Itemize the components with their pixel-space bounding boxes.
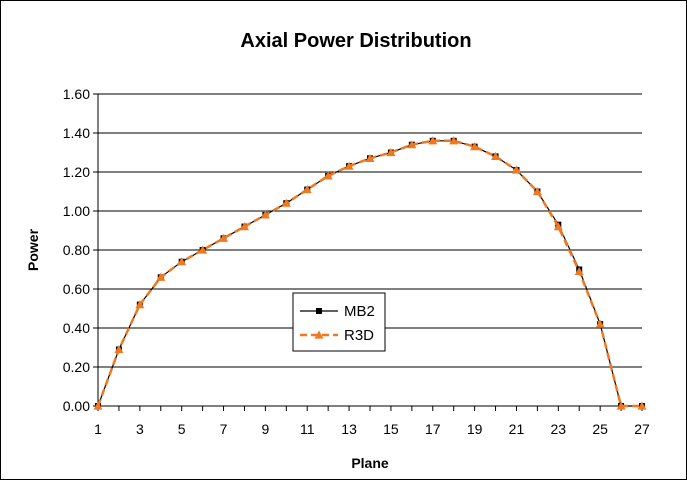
point-r3d	[302, 185, 312, 194]
point-r3d	[156, 272, 166, 281]
legend-marker-r3d	[314, 330, 324, 339]
point-r3d	[344, 161, 354, 170]
y-tick-label: 0.80	[63, 242, 90, 258]
point-r3d	[595, 319, 605, 328]
y-tick-label: 0.60	[63, 281, 90, 297]
point-r3d	[281, 198, 291, 207]
point-r3d	[386, 148, 396, 157]
point-r3d	[239, 222, 249, 231]
x-axis-label: Plane	[351, 455, 389, 471]
y-tick-label: 0.40	[63, 320, 90, 336]
x-tick-label: 27	[634, 421, 650, 437]
y-tick-label: 0.00	[63, 398, 90, 414]
y-tick-label: 0.20	[63, 359, 90, 375]
x-tick-label: 23	[551, 421, 567, 437]
x-tick-label: 17	[425, 421, 441, 437]
plot-series	[93, 136, 647, 410]
y-tick-label: 1.20	[63, 164, 90, 180]
y-axis-label: Power	[25, 228, 41, 271]
point-r3d	[511, 165, 521, 174]
y-tick-labels: 0.00 0.20 0.40 0.60 0.80 1.00 1.20 1.40 1.60	[63, 86, 90, 414]
point-r3d	[323, 171, 333, 180]
legend-label-r3d: R3D	[344, 327, 374, 344]
point-r3d	[574, 266, 584, 276]
point-r3d	[365, 153, 375, 162]
x-tick-label: 1	[94, 421, 102, 437]
x-tick-label: 19	[467, 421, 483, 437]
point-r3d	[114, 344, 124, 354]
axes	[93, 93, 643, 411]
point-r3d	[177, 257, 187, 266]
x-tick-label: 21	[509, 421, 525, 437]
x-tick-label: 9	[261, 421, 269, 437]
point-r3d	[260, 210, 270, 219]
y-tick-label: 1.60	[63, 86, 90, 102]
point-r3d	[198, 245, 208, 254]
point-r3d	[491, 151, 501, 160]
point-r3d	[532, 187, 542, 196]
point-r3d	[553, 222, 563, 231]
x-tick-label: 25	[592, 421, 608, 437]
x-tick-label: 11	[300, 421, 315, 437]
x-tick-label: 7	[220, 421, 228, 437]
x-tick-label: 13	[341, 421, 357, 437]
point-r3d	[470, 142, 480, 151]
point-r3d	[616, 401, 626, 410]
point-r3d	[637, 401, 647, 410]
y-tick-label: 1.00	[63, 203, 90, 219]
point-r3d	[135, 300, 145, 309]
series-line-mb2	[97, 140, 642, 407]
legend-box	[292, 292, 386, 352]
point-r3d	[407, 140, 417, 149]
legend-label-mb2: MB2	[344, 303, 375, 320]
gridlines	[98, 93, 642, 368]
chart-title: Axial Power Distribution	[240, 30, 471, 52]
x-tick-label: 5	[178, 421, 186, 437]
legend-marker-mb2	[316, 308, 322, 314]
x-tick-label: 15	[383, 421, 399, 437]
point-r3d	[428, 136, 438, 145]
point-r3d	[449, 136, 459, 145]
point-r3d	[93, 401, 103, 410]
x-tick-label: 3	[136, 421, 144, 437]
point-r3d	[219, 233, 229, 242]
series-line-r3d	[96, 139, 642, 408]
y-tick-label: 1.40	[63, 125, 90, 141]
x-tick-labels: 1 3 5 7 9 11 13 15 17 19 21 23 25 27	[94, 421, 650, 437]
